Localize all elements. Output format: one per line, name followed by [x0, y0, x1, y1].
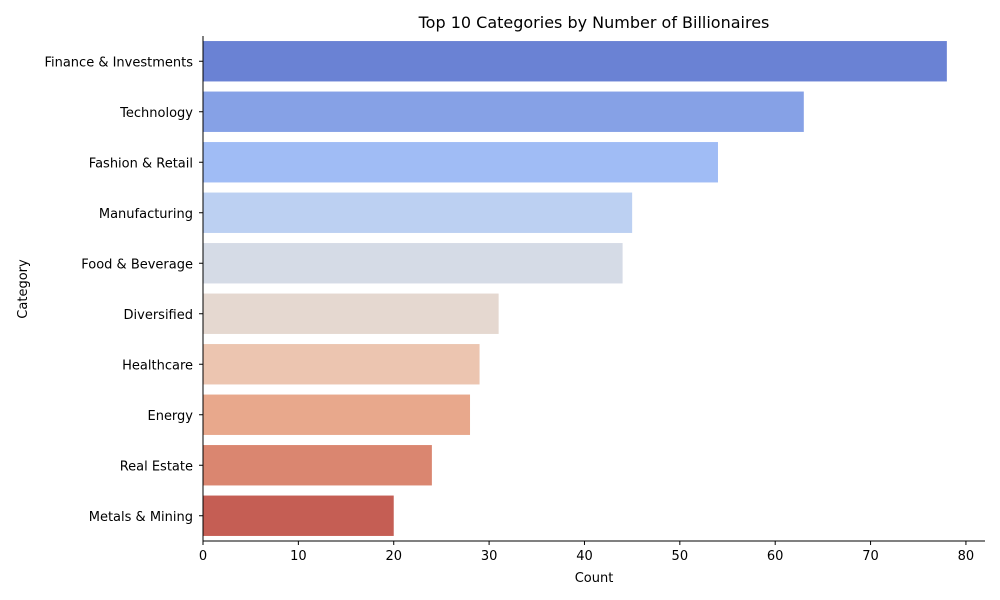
y-tick-label: Diversified	[124, 308, 193, 323]
x-axis-label: Count	[575, 571, 614, 586]
y-axis-ticks: Finance & Investments Technology Fashion &…	[44, 55, 203, 525]
y-tick-label: Fashion & Retail	[89, 156, 193, 171]
x-axis-ticks: 0 10 20 30 40 50 60 70 80	[199, 541, 974, 564]
y-tick-label: Manufacturing	[99, 207, 193, 222]
x-tick-label: 20	[385, 549, 402, 564]
bar	[203, 495, 394, 536]
bar	[203, 293, 499, 334]
x-tick-label: 10	[290, 549, 307, 564]
y-tick-label: Energy	[147, 409, 193, 424]
bar	[203, 41, 947, 82]
y-tick-label: Healthcare	[122, 358, 193, 373]
x-tick-label: 60	[767, 549, 784, 564]
y-tick-label: Finance & Investments	[44, 55, 193, 70]
bar	[203, 243, 623, 284]
bar	[203, 445, 432, 486]
x-tick-label: 30	[481, 549, 498, 564]
x-tick-label: 50	[672, 549, 689, 564]
bar	[203, 344, 480, 385]
x-tick-label: 80	[958, 549, 975, 564]
y-tick-label: Real Estate	[120, 459, 193, 474]
y-axis-label: Category	[16, 259, 31, 319]
bar	[203, 142, 718, 183]
y-tick-label: Food & Beverage	[81, 257, 193, 272]
x-tick-label: 0	[199, 549, 207, 564]
y-tick-label: Technology	[119, 106, 193, 121]
bar	[203, 394, 471, 435]
x-tick-label: 40	[576, 549, 593, 564]
x-tick-label: 70	[862, 549, 879, 564]
bar	[203, 192, 633, 233]
bars-group	[203, 41, 947, 536]
y-tick-label: Metals & Mining	[89, 510, 193, 525]
chart-title: Top 10 Categories by Number of Billionai…	[418, 13, 770, 32]
bar	[203, 91, 804, 132]
